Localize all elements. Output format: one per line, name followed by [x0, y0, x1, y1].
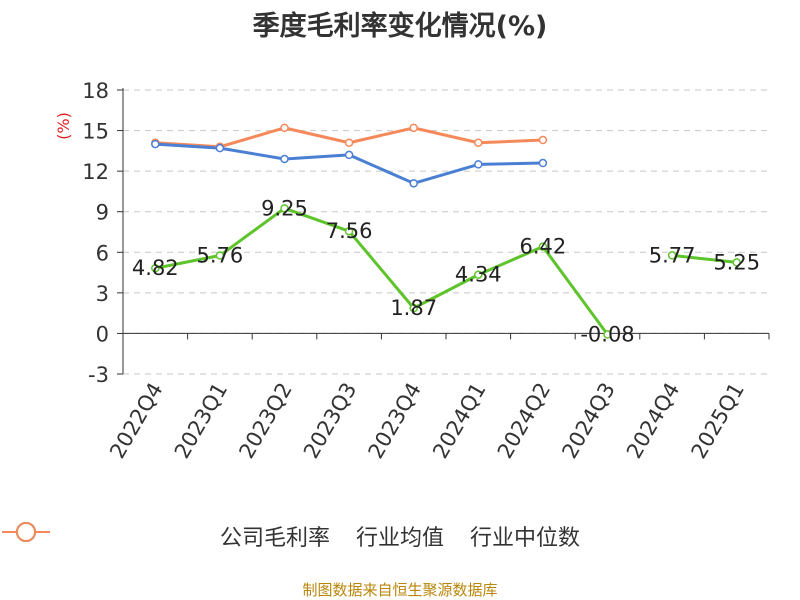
data-point: [474, 270, 483, 279]
legend-item-industry-median[interactable]: 行业中位数: [2, 520, 581, 552]
data-label: 5.76: [197, 244, 244, 268]
x-tick-label: 2023Q1: [170, 379, 232, 463]
x-tick-label: 2023Q2: [234, 379, 296, 463]
legend-item-industry-avg[interactable]: 行业均值: [2, 520, 444, 552]
data-label: 9.25: [261, 196, 308, 220]
x-tick-label: 2022Q4: [105, 379, 167, 463]
data-point: [474, 160, 483, 169]
data-point: [344, 138, 354, 147]
data-point: [409, 303, 418, 313]
data-point: [603, 330, 612, 339]
data-label: 6.42: [520, 235, 567, 259]
series-line: [155, 206, 609, 336]
data-point: [215, 251, 225, 260]
data-point: [280, 204, 289, 213]
data-point: [280, 123, 289, 133]
data-label: 5.77: [649, 243, 696, 267]
data-label: 1.87: [390, 296, 437, 320]
x-tick-label: 2024Q2: [493, 379, 555, 463]
y-tick-label: 6: [96, 241, 109, 265]
data-label: 4.34: [455, 263, 502, 287]
data-source-note: 制图数据来自恒生聚源数据库: [302, 581, 498, 599]
data-point: [409, 179, 418, 188]
data-point: [151, 263, 160, 273]
x-tick-label: 2025Q1: [687, 379, 749, 463]
data-point: [215, 143, 225, 153]
data-point: [538, 242, 548, 251]
data-label: -0.08: [580, 323, 634, 347]
legend-item-company[interactable]: 公司毛利率: [2, 520, 330, 552]
data-label: 4.82: [132, 256, 179, 280]
y-axis-label: (%): [54, 112, 73, 140]
data-label: 7.56: [326, 219, 373, 243]
y-tick-label: 9: [96, 201, 109, 225]
x-tick-label: 2024Q1: [428, 379, 490, 463]
data-point: [344, 150, 354, 160]
data-point: [344, 226, 354, 236]
data-point: [538, 135, 548, 145]
y-tick-label: 15: [82, 120, 109, 144]
chart-title: 季度毛利率变化情况(%): [252, 11, 548, 42]
data-point: [667, 251, 677, 260]
legend-marker-industry-median-icon: [2, 522, 50, 542]
series-line: [671, 253, 737, 264]
data-point: [151, 139, 160, 149]
data-point: [474, 138, 483, 147]
legend: 公司毛利率 行业均值 行业中位数: [0, 520, 800, 552]
x-tick-label: 2024Q4: [622, 379, 684, 463]
x-tick-label: 2023Q4: [364, 379, 426, 463]
legend-label-industry-avg: 行业均值: [355, 526, 444, 551]
x-tick-label: 2024Q3: [557, 379, 619, 463]
data-point: [280, 154, 289, 164]
data-label: 5.25: [713, 250, 760, 274]
data-point: [732, 258, 741, 267]
x-tick-label: 2023Q3: [299, 379, 361, 463]
data-point: [409, 123, 418, 133]
y-tick-label: 0: [96, 322, 109, 346]
legend-label-company: 公司毛利率: [219, 526, 330, 551]
y-tick-label: -3: [88, 363, 109, 387]
series-line: [155, 142, 543, 185]
y-tick-label: 3: [96, 282, 109, 306]
data-point: [538, 158, 548, 168]
legend-label-industry-median: 行业中位数: [470, 526, 581, 551]
y-tick-label: 12: [82, 160, 109, 184]
y-tick-label: 18: [82, 79, 109, 103]
